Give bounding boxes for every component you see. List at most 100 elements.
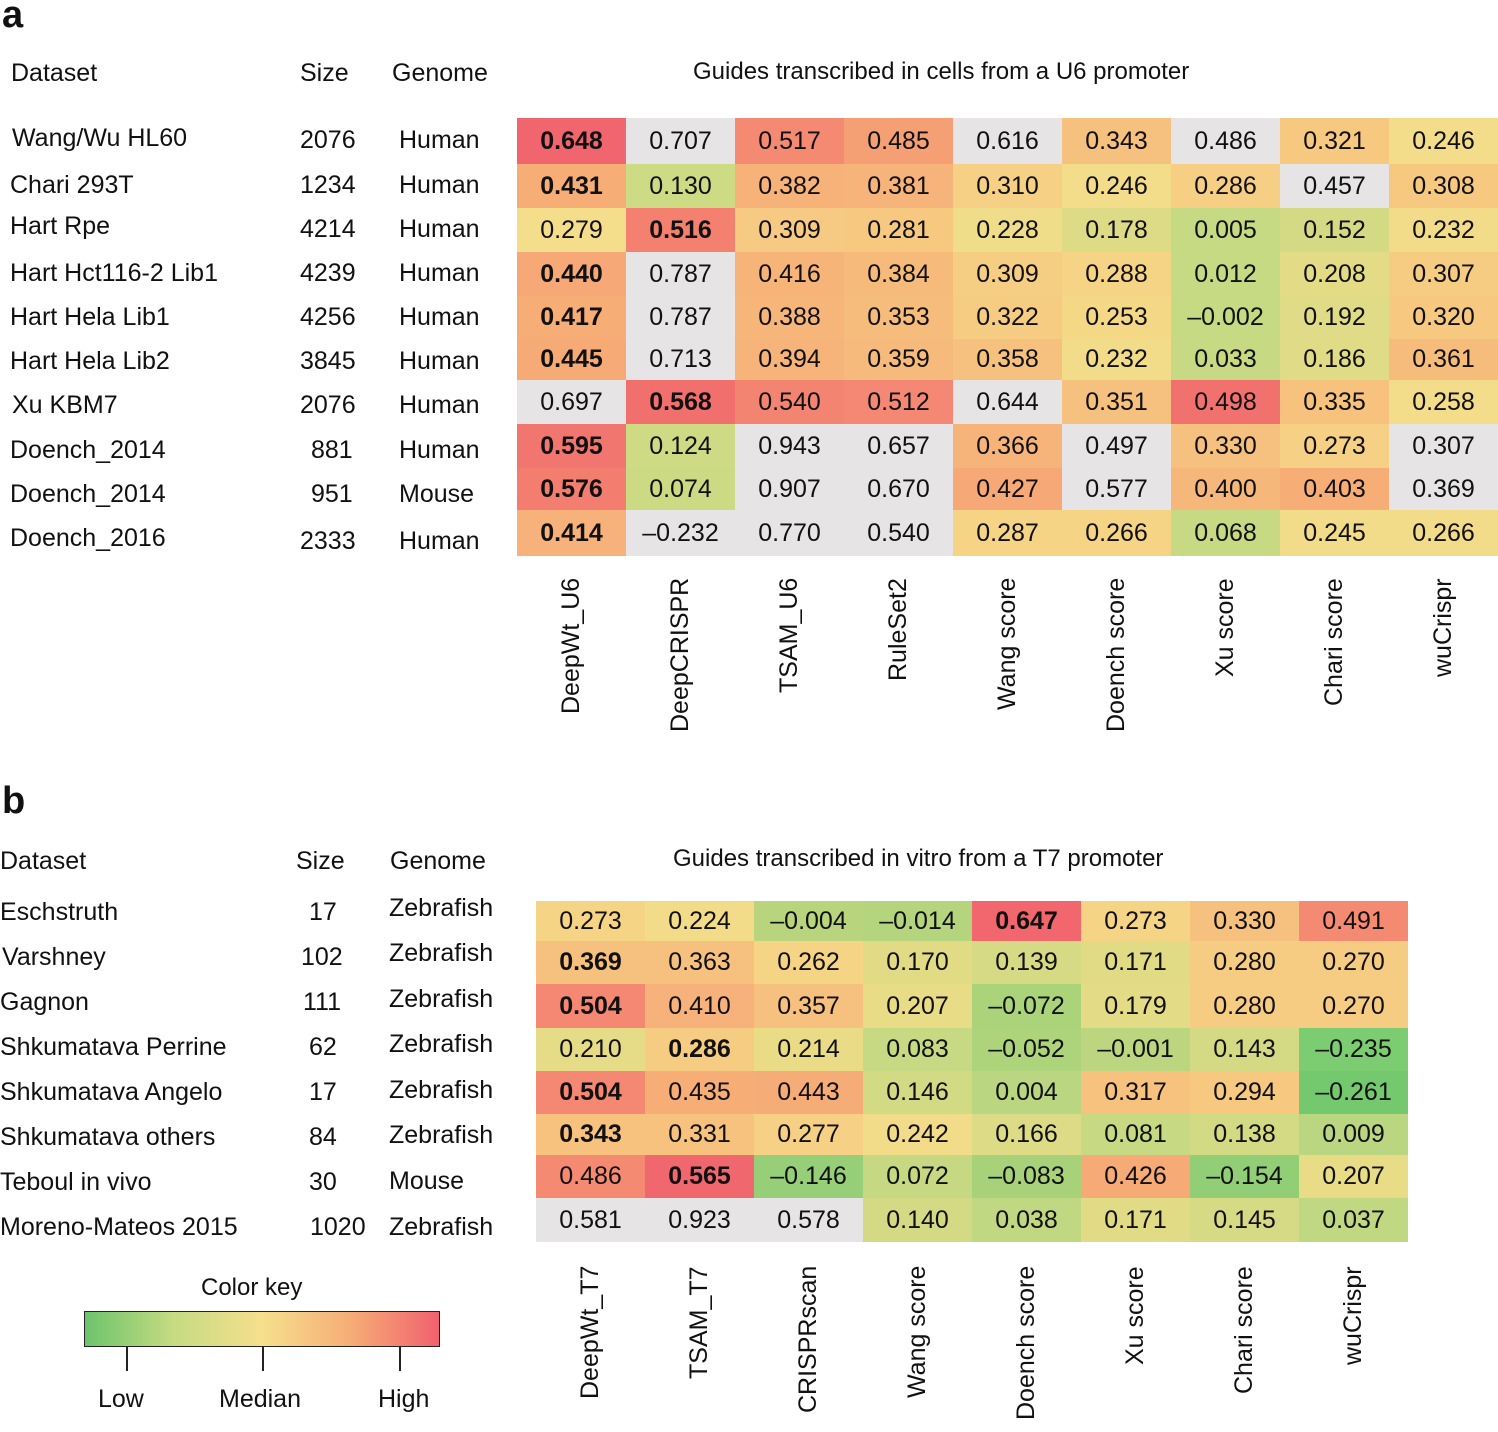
row-b-3-genome: Zebrafish: [389, 1030, 494, 1058]
heatmap-cell: 0.277: [754, 1114, 863, 1155]
heatmap-cell: 0.280: [1190, 984, 1299, 1028]
heatmap-cell: 0.540: [844, 510, 953, 556]
heatmap-cell: 0.648: [517, 118, 626, 164]
heatmap-cell: 0.417: [517, 296, 626, 339]
heatmap-cell: 0.358: [953, 339, 1062, 380]
heatmap-cell: 0.400: [1171, 468, 1280, 510]
heatmap-cell: 0.145: [1190, 1198, 1299, 1242]
row-b-4-size: 17: [309, 1078, 337, 1106]
heatmap-cell: 0.286: [645, 1028, 754, 1071]
heatmap-cell: 0.388: [735, 296, 844, 339]
heatmap-cell: 0.242: [863, 1114, 972, 1155]
row-a-5-genome: Human: [399, 347, 480, 375]
heatmap-cell: 0.074: [626, 468, 735, 510]
heatmap-cell: 0.486: [1171, 118, 1280, 164]
heatmap-column-label: Doench score: [1011, 1265, 1040, 1420]
heatmap-cell: –0.146: [754, 1155, 863, 1198]
heatmap-cell: 0.498: [1171, 380, 1280, 424]
color-key-label-high: High: [378, 1385, 430, 1413]
row-b-5-size: 84: [309, 1123, 337, 1151]
panel-b-size-header: Size: [296, 847, 345, 875]
row-a-0-size: 2076: [300, 126, 356, 154]
heatmap-cell: 0.357: [754, 984, 863, 1028]
heatmap-cell: 0.246: [1389, 118, 1498, 164]
row-a-3-genome: Human: [399, 259, 480, 287]
heatmap-cell: 0.124: [626, 424, 735, 468]
heatmap-cell: 0.245: [1280, 510, 1389, 556]
heatmap-cell: 0.179: [1081, 984, 1190, 1028]
row-a-8-genome: Mouse: [399, 480, 475, 508]
heatmap-cell: –0.261: [1299, 1071, 1408, 1114]
row-b-2-size: 111: [303, 988, 342, 1016]
row-a-6-size: 2076: [300, 391, 356, 419]
panel-a-dataset-header: Dataset: [11, 59, 98, 87]
heatmap-cell: 0.343: [536, 1114, 645, 1155]
row-a-2-genome: Human: [399, 215, 480, 243]
heatmap-cell: 0.491: [1299, 901, 1408, 941]
row-a-4-dataset: Hart Hela Lib1: [10, 303, 170, 331]
heatmap-cell: 0.279: [517, 208, 626, 252]
heatmap-column-label: DeepCRISPR: [665, 577, 694, 732]
row-a-4-genome: Human: [399, 303, 480, 331]
panel-b-genome-header: Genome: [390, 847, 486, 875]
heatmap-cell: 0.321: [1280, 118, 1389, 164]
heatmap-cell: 0.081: [1081, 1114, 1190, 1155]
heatmap-cell: 0.577: [1062, 468, 1171, 510]
heatmap-column-label: RuleSet2: [883, 578, 912, 681]
row-b-6-genome: Mouse: [389, 1167, 465, 1195]
row-a-8-size: 951: [311, 480, 353, 508]
heatmap-cell: 0.427: [953, 468, 1062, 510]
heatmap-cell: 0.943: [735, 424, 844, 468]
heatmap-cell: 0.410: [645, 984, 754, 1028]
heatmap-cell: 0.504: [536, 984, 645, 1028]
heatmap-cell: 0.320: [1389, 296, 1498, 339]
heatmap-cell: 0.207: [863, 984, 972, 1028]
heatmap-cell: 0.616: [953, 118, 1062, 164]
panel-a-label: a: [2, 0, 24, 36]
row-a-9-dataset: Doench_2016: [10, 524, 166, 552]
heatmap-cell: –0.001: [1081, 1028, 1190, 1071]
heatmap-cell: –0.072: [972, 984, 1081, 1028]
heatmap-cell: 0.068: [1171, 510, 1280, 556]
row-a-7-size: 881: [311, 436, 353, 464]
heatmap-cell: 0.414: [517, 510, 626, 556]
heatmap-cell: 0.152: [1280, 208, 1389, 252]
row-a-2-dataset: Hart Rpe: [10, 212, 111, 240]
heatmap-cell: 0.009: [1299, 1114, 1408, 1155]
row-a-0-genome: Human: [399, 126, 480, 154]
heatmap-cell: 0.504: [536, 1071, 645, 1114]
heatmap-column-label: Wang score: [992, 577, 1021, 710]
heatmap-cell: 0.359: [844, 339, 953, 380]
heatmap-cell: 0.004: [972, 1071, 1081, 1114]
row-a-6-dataset: Xu KBM7: [12, 391, 118, 419]
heatmap-cell: 0.440: [517, 252, 626, 296]
heatmap-cell: 0.270: [1299, 941, 1408, 984]
heatmap-cell: 0.037: [1299, 1198, 1408, 1242]
heatmap-cell: 0.787: [626, 296, 735, 339]
heatmap-column-label: Chari score: [1319, 578, 1348, 706]
row-a-0-dataset: Wang/Wu HL60: [12, 124, 188, 152]
row-b-7-size: 1020: [310, 1213, 366, 1241]
row-b-7-dataset: Moreno-Mateos 2015: [0, 1213, 238, 1241]
row-a-1-genome: Human: [399, 171, 480, 199]
heatmap-column-label: Doench score: [1101, 577, 1130, 732]
heatmap-cell: 0.382: [735, 164, 844, 208]
heatmap-cell: 0.343: [1062, 118, 1171, 164]
heatmap-cell: 0.770: [735, 510, 844, 556]
heatmap-cell: 0.907: [735, 468, 844, 510]
row-a-4-size: 4256: [300, 303, 356, 331]
heatmap-cell: 0.232: [1062, 339, 1171, 380]
color-key-tick-high: [399, 1347, 401, 1371]
heatmap-cell: 0.266: [1389, 510, 1498, 556]
heatmap-cell: 0.923: [645, 1198, 754, 1242]
heatmap-cell: 0.287: [953, 510, 1062, 556]
heatmap-cell: 0.670: [844, 468, 953, 510]
heatmap-cell: 0.331: [645, 1114, 754, 1155]
heatmap-cell: 0.208: [1280, 252, 1389, 296]
heatmap-cell: 0.308: [1389, 164, 1498, 208]
heatmap-cell: 0.486: [536, 1155, 645, 1198]
row-a-3-dataset: Hart Hct116-2 Lib1: [10, 259, 218, 287]
heatmap-cell: 0.253: [1062, 296, 1171, 339]
heatmap-cell: 0.517: [735, 118, 844, 164]
heatmap-cell: –0.052: [972, 1028, 1081, 1071]
